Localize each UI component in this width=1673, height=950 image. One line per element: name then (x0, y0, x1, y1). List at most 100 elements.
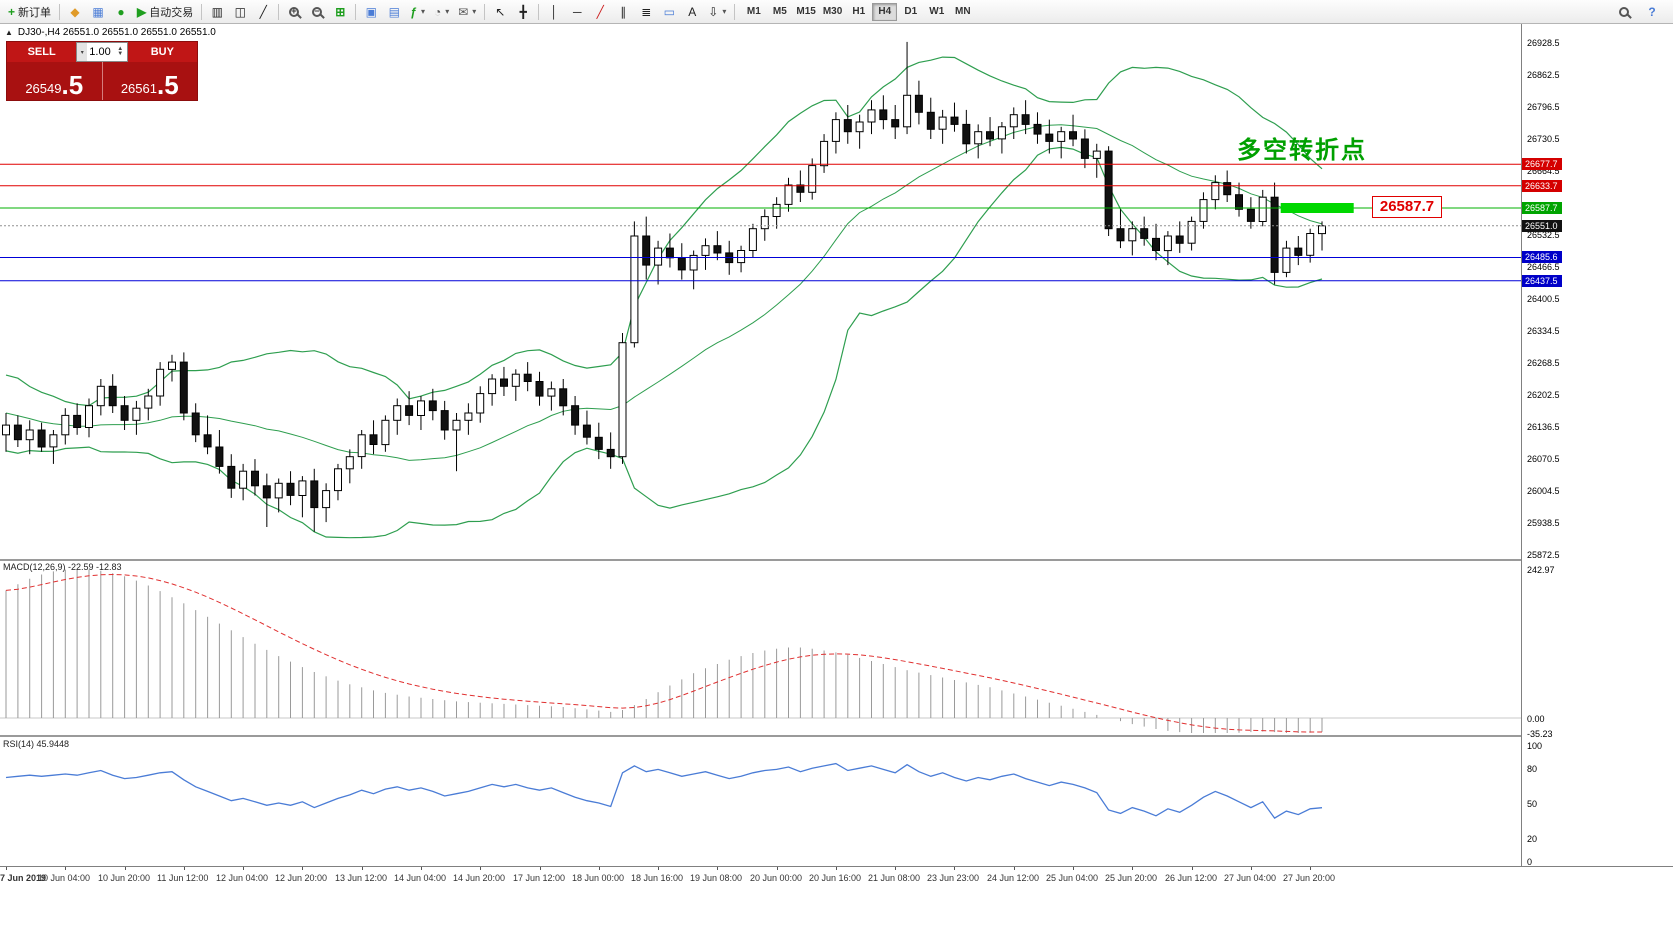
timeframe-m15-button[interactable]: M15 (793, 3, 818, 21)
one-click-expander-icon[interactable]: ▲ (5, 28, 13, 37)
timeframe-h4-button[interactable]: H4 (872, 2, 898, 21)
help-button[interactable]: ? (1641, 2, 1663, 22)
search-button[interactable] (1613, 2, 1635, 22)
zoom-out-button[interactable]: − (306, 2, 328, 22)
horizontal-line-button[interactable]: ─ (566, 2, 588, 22)
data-window-button[interactable]: ▦ (87, 2, 109, 22)
price-marker-label: 26551.0 (1522, 220, 1562, 232)
timeframe-d1-button[interactable]: D1 (898, 3, 923, 21)
time-tick (836, 867, 837, 870)
price-scale-label: 26400.5 (1527, 294, 1560, 304)
time-tick (777, 867, 778, 870)
autotrade-button[interactable]: ▶ 自动交易 (133, 2, 197, 22)
volume-down-icon[interactable]: ▼ (117, 51, 124, 57)
time-label: 13 Jun 12:00 (335, 873, 388, 883)
vertical-line-button[interactable]: │ (543, 2, 565, 22)
time-axis[interactable]: 7 Jun 2019 10 Jun 04:00 10 Jun 20:00 11 Jun… (0, 866, 1673, 890)
sell-button[interactable]: SELL (7, 42, 77, 62)
price-marker-label: 26437.5 (1522, 275, 1562, 287)
time-tick (480, 867, 481, 870)
sell-price-fraction: .5 (61, 70, 84, 101)
price-scale-label: 26202.5 (1527, 390, 1560, 400)
time-tick (1073, 867, 1074, 870)
cascade-windows-button[interactable]: ▤ (383, 2, 405, 22)
panel-divider[interactable] (0, 559, 1673, 561)
periods-button[interactable]: ◔ ▾ (430, 2, 453, 22)
help-icon: ? (1648, 4, 1656, 19)
new-order-button[interactable]: + 新订单 (4, 2, 55, 22)
timeframe-m5-button[interactable]: M5 (767, 3, 792, 21)
toolbar-separator (59, 3, 61, 20)
time-label: 20 Jun 00:00 (750, 873, 803, 883)
volume-stepper: ▲ ▼ (117, 46, 126, 57)
navigator-icon: ● (117, 4, 125, 19)
time-label: 17 Jun 12:00 (513, 873, 566, 883)
chart-annotation-text[interactable]: 多空转折点 (1237, 137, 1367, 164)
time-label: 18 Jun 16:00 (631, 873, 684, 883)
zoom-in-icon: + (289, 6, 300, 17)
timeframe-m1-button[interactable]: M1 (741, 3, 766, 21)
arrows-icon: ⇩ (708, 4, 719, 19)
time-tick (6, 867, 7, 870)
rsi-scale-label: 50 (1527, 799, 1538, 809)
zoom-in-button[interactable]: + (283, 2, 305, 22)
volume-dropdown-icon[interactable]: ▾ (77, 43, 88, 61)
volume-up-icon[interactable]: ▲ (117, 46, 124, 52)
price-scale-label: 26004.5 (1527, 486, 1560, 496)
candlestick-chart-button[interactable]: ◫ (229, 2, 251, 22)
text-label-button[interactable]: A (681, 2, 703, 22)
tile-windows-button[interactable]: ⊞ (329, 2, 351, 22)
panel-divider[interactable] (0, 735, 1673, 737)
price-scale-label: 26730.5 (1527, 134, 1560, 144)
time-tick (1132, 867, 1133, 870)
indicators-icon: ƒ (410, 4, 417, 19)
timeframe-h1-button[interactable]: H1 (846, 3, 871, 21)
cursor-button[interactable]: ↖ (489, 2, 511, 22)
rsi-panel[interactable] (0, 737, 1521, 866)
timeframe-w1-button[interactable]: W1 (924, 3, 949, 21)
arrange-windows-button[interactable]: ▣ (360, 2, 382, 22)
trendline-button[interactable]: ╱ (589, 2, 611, 22)
time-tick (1014, 867, 1015, 870)
autotrade-label: 自动交易 (149, 6, 194, 19)
volume-input[interactable] (87, 46, 118, 58)
text-label-icon: A (688, 4, 697, 19)
fibonacci-button[interactable]: ≣ (635, 2, 657, 22)
time-label: 25 Jun 04:00 (1046, 873, 1099, 883)
one-click-trading-widget: SELL ▾ ▲ ▼ BUY 26549 .5 26561 .5 (6, 41, 198, 101)
time-label: 11 Jun 12:00 (157, 873, 209, 883)
price-marker-label: 26485.6 (1522, 251, 1562, 263)
fibonacci-icon: ≣ (641, 4, 652, 19)
time-tick (658, 867, 659, 870)
channel-icon: ∥ (620, 4, 627, 19)
shapes-button[interactable]: ▭ (658, 2, 680, 22)
bar-chart-icon: ▥ (211, 4, 223, 19)
main-chart-panel[interactable] (0, 24, 1521, 559)
bar-chart-button[interactable]: ▥ (206, 2, 228, 22)
price-tag-label[interactable]: 26587.7 (1372, 196, 1442, 218)
timeframe-m30-button[interactable]: M30 (820, 3, 845, 21)
line-chart-button[interactable]: ╱ (252, 2, 274, 22)
navigator-button[interactable]: ● (110, 2, 132, 22)
channel-button[interactable]: ∥ (612, 2, 634, 22)
rsi-scale-label: 100 (1527, 741, 1543, 751)
tile-windows-icon: ⊞ (335, 4, 346, 19)
price-axis[interactable]: 26928.5 26862.5 26796.5 26730.5 26664.5 26532… (1521, 24, 1673, 867)
toolbar-separator (201, 3, 203, 20)
market-watch-button[interactable]: ◆ (64, 2, 86, 22)
new-order-icon: + (8, 4, 16, 19)
cascade-windows-icon: ▤ (388, 4, 400, 19)
time-tick (243, 867, 244, 870)
price-scale-label: 26466.5 (1527, 262, 1560, 272)
templates-button[interactable]: ✉ ▾ (454, 2, 480, 22)
buy-button[interactable]: BUY (127, 42, 197, 62)
crosshair-button[interactable]: ╋ (512, 2, 534, 22)
arrows-button[interactable]: ⇩ ▾ (704, 2, 730, 22)
sell-price[interactable]: 26549 .5 (7, 62, 102, 100)
indicators-button[interactable]: ƒ ▾ (406, 2, 429, 22)
arrange-windows-icon: ▣ (365, 4, 377, 19)
macd-panel[interactable] (0, 561, 1521, 735)
timeframe-mn-button[interactable]: MN (950, 3, 975, 21)
candlestick-chart-icon: ◫ (234, 4, 246, 19)
buy-price[interactable]: 26561 .5 (101, 62, 197, 100)
